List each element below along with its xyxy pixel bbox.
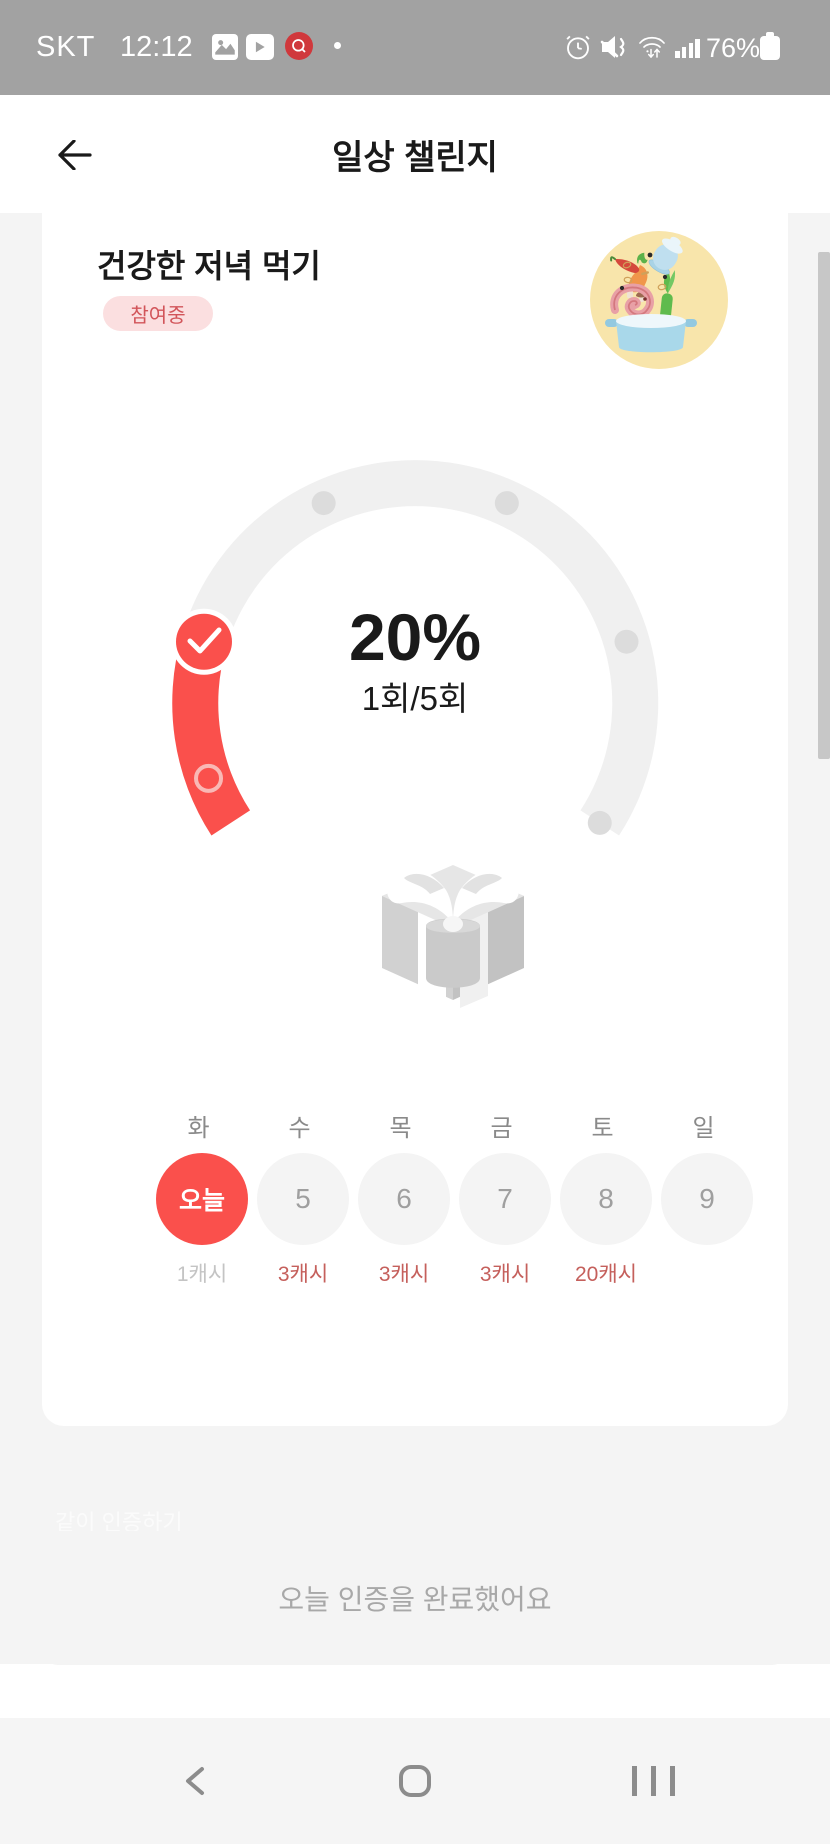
svg-text:1회/5회: 1회/5회: [362, 680, 469, 717]
svg-text:20%: 20%: [349, 600, 481, 674]
